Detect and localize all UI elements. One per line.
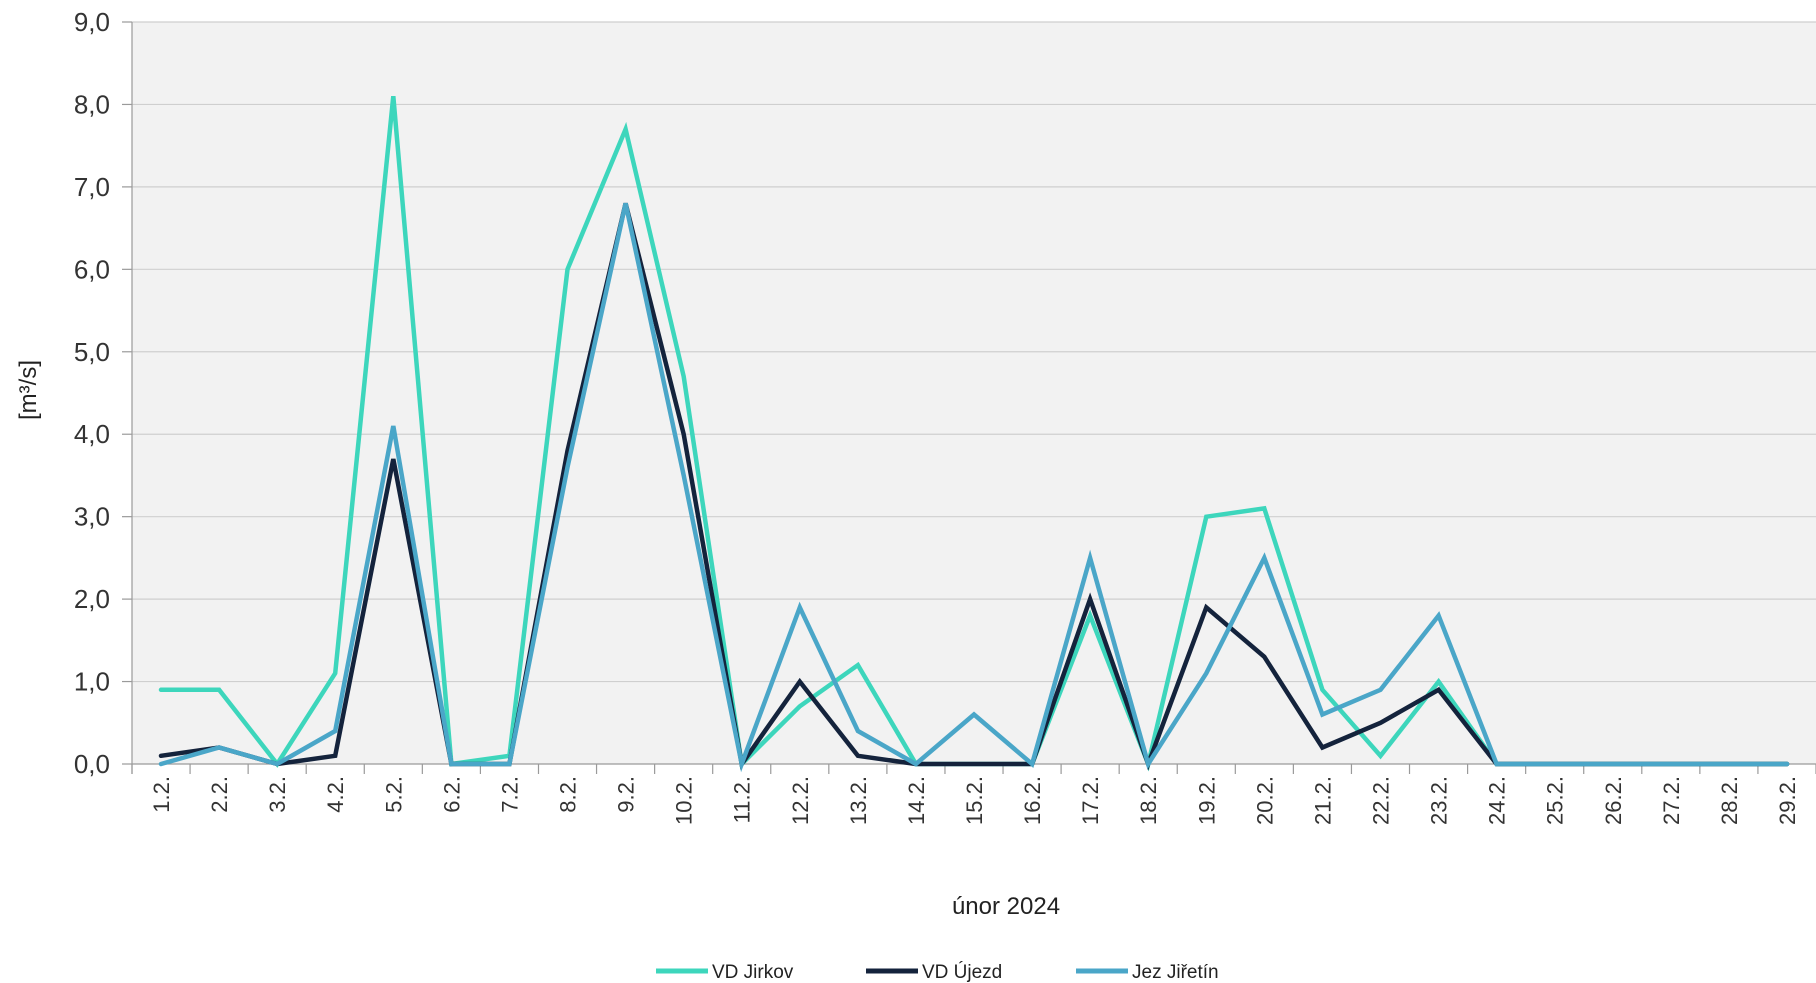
series-lines — [158, 95, 1790, 773]
x-tick-labels: 1.2. 2.2. 3.2. 4.2. 5.2. 6.2. 7.2. 8.2. 9.2. 10.2… — [149, 776, 1800, 825]
legend-label: VD Újezd — [922, 961, 1002, 983]
x-tick-label: 14.2. — [904, 776, 929, 825]
y-axis-title: [m³/s] — [15, 360, 42, 420]
x-tick-label: 11.2. — [730, 776, 755, 823]
x-tick-label: 27.2. — [1659, 776, 1684, 825]
legend-label: VD Jirkov — [712, 962, 794, 983]
x-tick-label: 20.2. — [1252, 776, 1277, 825]
y-tick-label: 5,0 — [74, 337, 110, 367]
x-tick-label: 26.2. — [1601, 776, 1626, 825]
x-tick-label: 17.2. — [1078, 776, 1103, 825]
x-tick-label: 25.2. — [1543, 776, 1568, 825]
y-tick-label: 4,0 — [74, 419, 110, 449]
y-tick-label: 0,0 — [74, 749, 110, 779]
x-tick-label: 5.2. — [381, 776, 406, 813]
x-tick-label: 28.2. — [1717, 776, 1742, 825]
gridlines — [132, 21, 1816, 683]
x-tick-label: 24.2. — [1485, 776, 1510, 825]
x-tick-label: 22.2. — [1368, 776, 1393, 825]
x-tick-label: 12.2. — [788, 776, 813, 825]
x-tick-label: 16.2. — [1020, 776, 1045, 825]
x-tick-label: 21.2. — [1310, 776, 1335, 825]
y-tick-label: 8,0 — [74, 89, 110, 119]
y-tick-label: 2,0 — [74, 584, 110, 614]
x-tick-label: 6.2. — [439, 776, 464, 813]
x-tick-label: 3.2. — [265, 776, 290, 813]
legend: VD Jirkov VD Újezd Jez Jiřetín — [656, 961, 1219, 983]
y-tick-label: 9,0 — [74, 7, 110, 37]
y-tick-label: 6,0 — [74, 254, 110, 284]
y-tick-labels: 0,0 1,0 2,0 3,0 4,0 5,0 6,0 7,0 8,0 9,0 — [74, 7, 110, 779]
x-tick-label: 10.2. — [672, 776, 697, 825]
plot-area — [132, 22, 1816, 764]
x-tick-label: 15.2. — [962, 776, 987, 825]
y-tick-label: 1,0 — [74, 667, 110, 697]
x-tick-label: 2.2. — [207, 776, 232, 813]
y-tick-label: 7,0 — [74, 172, 110, 202]
x-tick-label: 23.2. — [1427, 776, 1452, 825]
legend-label: Jez Jiřetín — [1132, 962, 1219, 983]
x-tick-label: 29.2. — [1775, 776, 1800, 825]
x-tick-label: 7.2. — [497, 776, 522, 813]
x-tick-label: 18.2. — [1136, 776, 1161, 825]
x-tick-label: 4.2. — [323, 776, 348, 813]
x-axis-title: únor 2024 — [952, 893, 1060, 920]
x-tick-label: 1.2. — [149, 776, 174, 813]
x-tick-label: 9.2. — [614, 776, 639, 813]
series-line-2 — [158, 202, 1790, 773]
x-tick-label: 19.2. — [1194, 776, 1219, 825]
x-tick-label: 13.2. — [846, 776, 871, 825]
x-tick-label: 8.2. — [556, 776, 581, 813]
y-tick-label: 3,0 — [74, 502, 110, 532]
